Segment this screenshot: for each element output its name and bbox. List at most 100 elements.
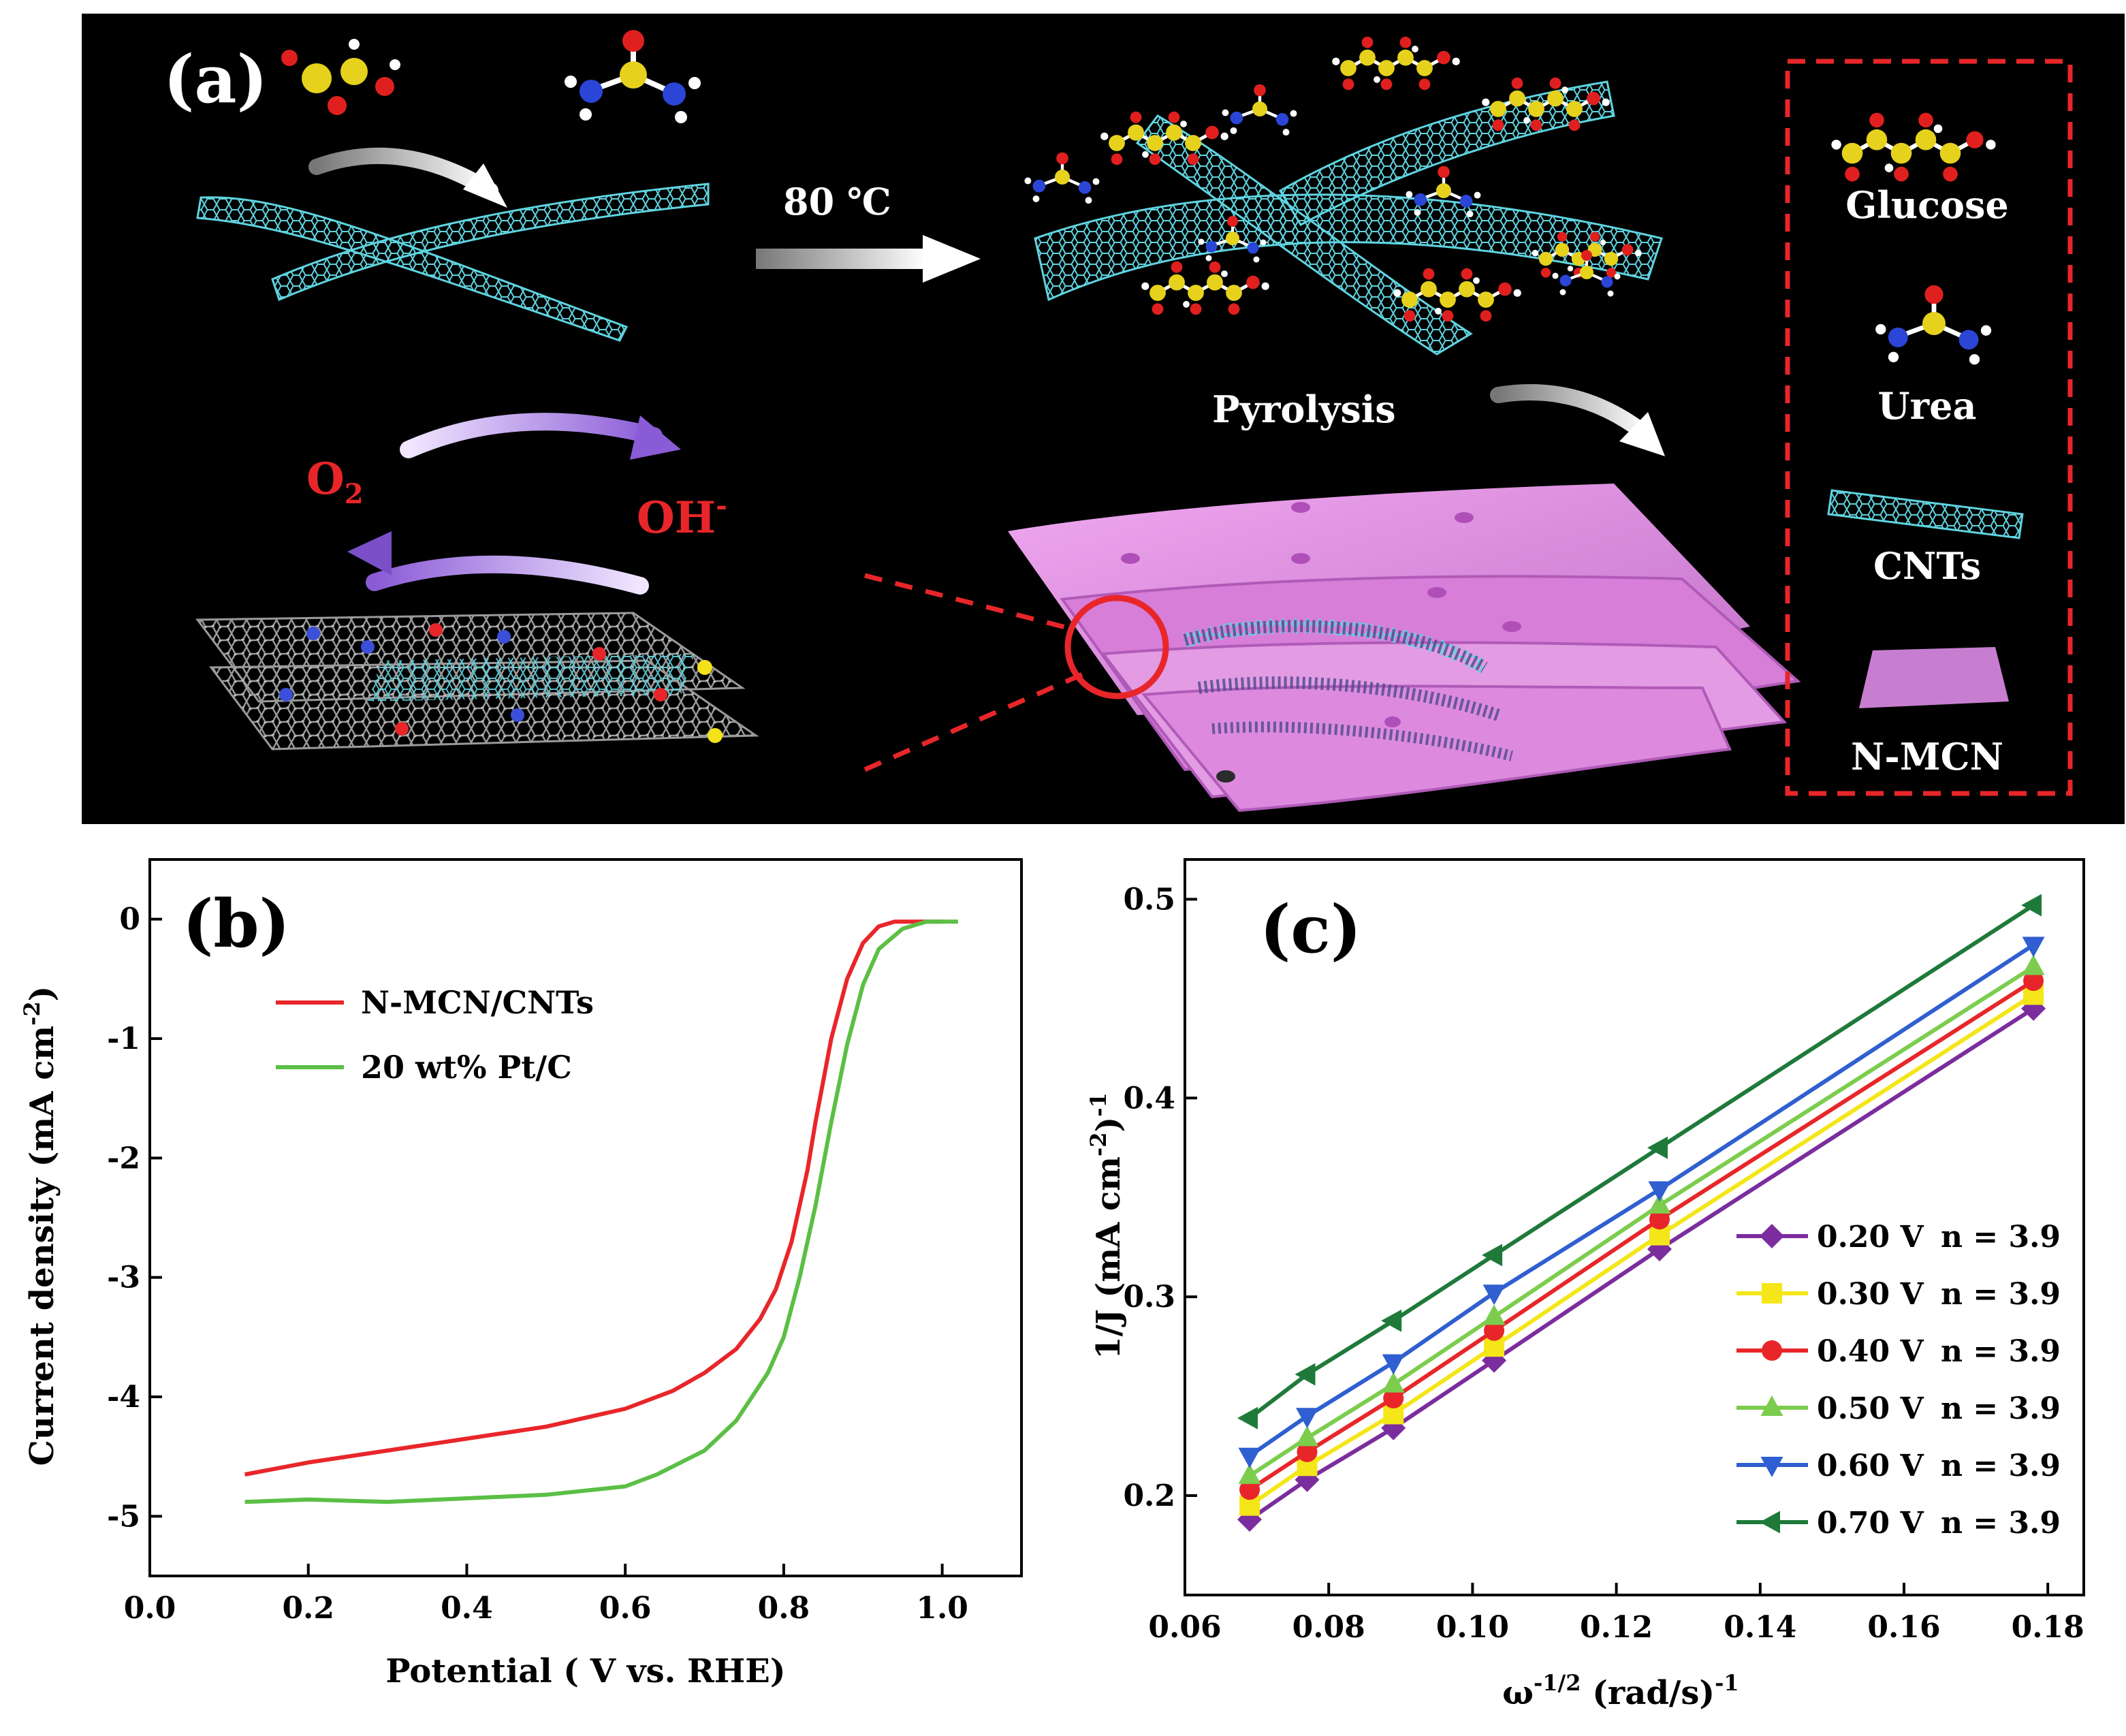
schematic-panel: (a) 80 ℃ Py <box>82 14 2125 824</box>
chart-b: (b) 0.0 0.2 0.4 0.6 0.8 1.0 0 -1 -2 -3 -4 -5 N-MCN/… <box>19 858 1023 1690</box>
series-point-3 <box>1238 1463 1261 1484</box>
chart-b-x-axis-label: Potential ( V vs. RHE) <box>385 1652 785 1690</box>
pyrolysis-arrow-head-icon <box>1619 412 1665 456</box>
x-tick-label: 0.0 <box>124 1591 176 1626</box>
series-line-0 <box>1248 1007 2035 1521</box>
arrow-head-icon <box>463 163 507 208</box>
x-tick-label: 0.4 <box>441 1591 493 1626</box>
series-point-2 <box>1649 1209 1670 1230</box>
legend-label-5: 0.70 V <box>1817 1506 1924 1541</box>
return-arrow-icon <box>366 555 649 595</box>
series-point-5 <box>2021 894 2042 917</box>
y-tick-label: 0.4 <box>1123 1081 1175 1116</box>
catalyst-sheets-icon <box>195 612 759 751</box>
glucose-molecule-icon <box>281 39 400 115</box>
legend-n-value-2: n = 3.9 <box>1941 1334 2061 1369</box>
series-point-5 <box>1295 1363 1316 1386</box>
legend-marker-2 <box>1762 1340 1782 1361</box>
legend-glucose-icon <box>1831 113 1995 182</box>
reduction-arrow-icon <box>400 413 663 458</box>
cnt-bundle-icon <box>196 183 710 342</box>
series-point-2 <box>1484 1320 1505 1341</box>
y-tick-label: 0.2 <box>1123 1479 1175 1513</box>
legend-glucose-label: Glucose <box>1845 183 2009 227</box>
x-tick-label: 0.06 <box>1148 1610 1221 1645</box>
series-point-4 <box>1648 1181 1671 1202</box>
legend-n-value-1: n = 3.9 <box>1941 1277 2061 1312</box>
legend-cnt-label: CNTs <box>1873 544 1981 588</box>
series-line-1 <box>244 919 958 1504</box>
legend-cnt-icon <box>1827 489 2024 539</box>
legend-marker-5 <box>1760 1511 1780 1534</box>
series-point-3 <box>1296 1425 1318 1447</box>
series-point-0 <box>1295 1467 1320 1492</box>
legend-nmcn-label: N-MCN <box>1851 735 2003 778</box>
zoom-line-lower <box>863 672 1084 772</box>
series-point-3 <box>2022 954 2045 975</box>
return-arrow-head-icon <box>347 531 392 575</box>
series-point-4 <box>1296 1408 1318 1429</box>
x-tick-label: 1.0 <box>916 1591 968 1626</box>
series-point-4 <box>1382 1354 1405 1375</box>
chart-b-frame <box>148 858 1023 1577</box>
legend-label-0: 0.20 V <box>1817 1220 1924 1254</box>
series-point-2 <box>1297 1441 1318 1462</box>
y-tick-label: 0.3 <box>1123 1280 1175 1314</box>
x-tick-label: 0.12 <box>1580 1610 1653 1645</box>
series-point-5 <box>1482 1244 1503 1267</box>
legend-label-1: 0.30 V <box>1817 1277 1924 1312</box>
x-tick-label: 0.6 <box>599 1591 652 1626</box>
x-tick-label: 0.2 <box>282 1591 334 1626</box>
x-tick-label: 0.10 <box>1436 1610 1509 1645</box>
series-point-3 <box>1648 1193 1671 1214</box>
series-point-2 <box>1239 1479 1260 1500</box>
x-tick-label: 0.08 <box>1292 1610 1365 1645</box>
legend-marker-0 <box>1760 1224 1784 1248</box>
series-point-3 <box>1382 1372 1405 1393</box>
legend-label-4: 0.60 V <box>1817 1449 1924 1483</box>
schematic-legend: Glucose Urea CNTs N-MCN <box>1785 59 2073 796</box>
chart-c-y-axis-label: 1/J (mA cm-2)-1 <box>1085 1092 1128 1359</box>
y-tick-label: -2 <box>107 1141 140 1175</box>
chart-c: (c) 0.06 0.08 0.10 0.12 0.14 0.16 0.18 0.2 0.3 0.… <box>1085 858 2085 1712</box>
legend-marker-1 <box>1762 1283 1782 1304</box>
x-tick-label: 0.14 <box>1724 1610 1796 1645</box>
series-point-3 <box>1482 1304 1506 1325</box>
series-point-4 <box>1482 1284 1506 1306</box>
series-point-2 <box>2023 970 2044 992</box>
series-line-0 <box>244 919 942 1477</box>
heating-arrow-icon <box>756 249 926 269</box>
urea-molecule-icon <box>565 30 701 123</box>
legend-n-value-3: n = 3.9 <box>1941 1391 2061 1426</box>
legend-n-value-5: n = 3.9 <box>1941 1506 2061 1541</box>
y-tick-label: -3 <box>107 1261 140 1295</box>
legend-urea-icon <box>1875 285 1991 364</box>
legend-box <box>1785 59 2073 796</box>
series-point-5 <box>1647 1136 1668 1159</box>
series-point-4 <box>2022 936 2045 958</box>
legend-n-value-4: n = 3.9 <box>1941 1449 2061 1483</box>
series-line-4 <box>1248 943 2035 1458</box>
zoom-circle-icon <box>1064 595 1169 699</box>
legend-label-3: 0.50 V <box>1817 1391 1924 1426</box>
chart-b-panel-label: (b) <box>183 885 290 962</box>
series-point-2 <box>1383 1388 1404 1409</box>
legend-label-2: 0.40 V <box>1817 1334 1924 1369</box>
x-tick-label: 0.16 <box>1867 1610 1940 1645</box>
legend-marker-4 <box>1760 1457 1783 1477</box>
x-tick-label: 0.18 <box>2012 1610 2084 1645</box>
chart-c-panel-label: (c) <box>1260 891 1361 968</box>
pyrolysis-label: Pyrolysis <box>1212 388 1396 431</box>
y-tick-label: -5 <box>107 1499 140 1534</box>
legend-nmcn-icon <box>1859 647 2009 708</box>
curved-arrow-icon <box>308 147 498 199</box>
legend-label-1: 20 wt% Pt/C <box>361 1049 572 1086</box>
x-tick-label: 0.8 <box>758 1591 810 1626</box>
series-point-5 <box>1237 1406 1258 1430</box>
functionalized-cnt-cluster-icon <box>1024 37 1663 356</box>
oxygen-label: O2 <box>306 454 364 510</box>
schematic-illustration: (a) 80 ℃ Py <box>163 14 2073 812</box>
legend-urea-label: Urea <box>1878 384 1977 428</box>
chart-c-frame <box>1184 858 2085 1596</box>
panel-a-label: (a) <box>163 41 268 118</box>
